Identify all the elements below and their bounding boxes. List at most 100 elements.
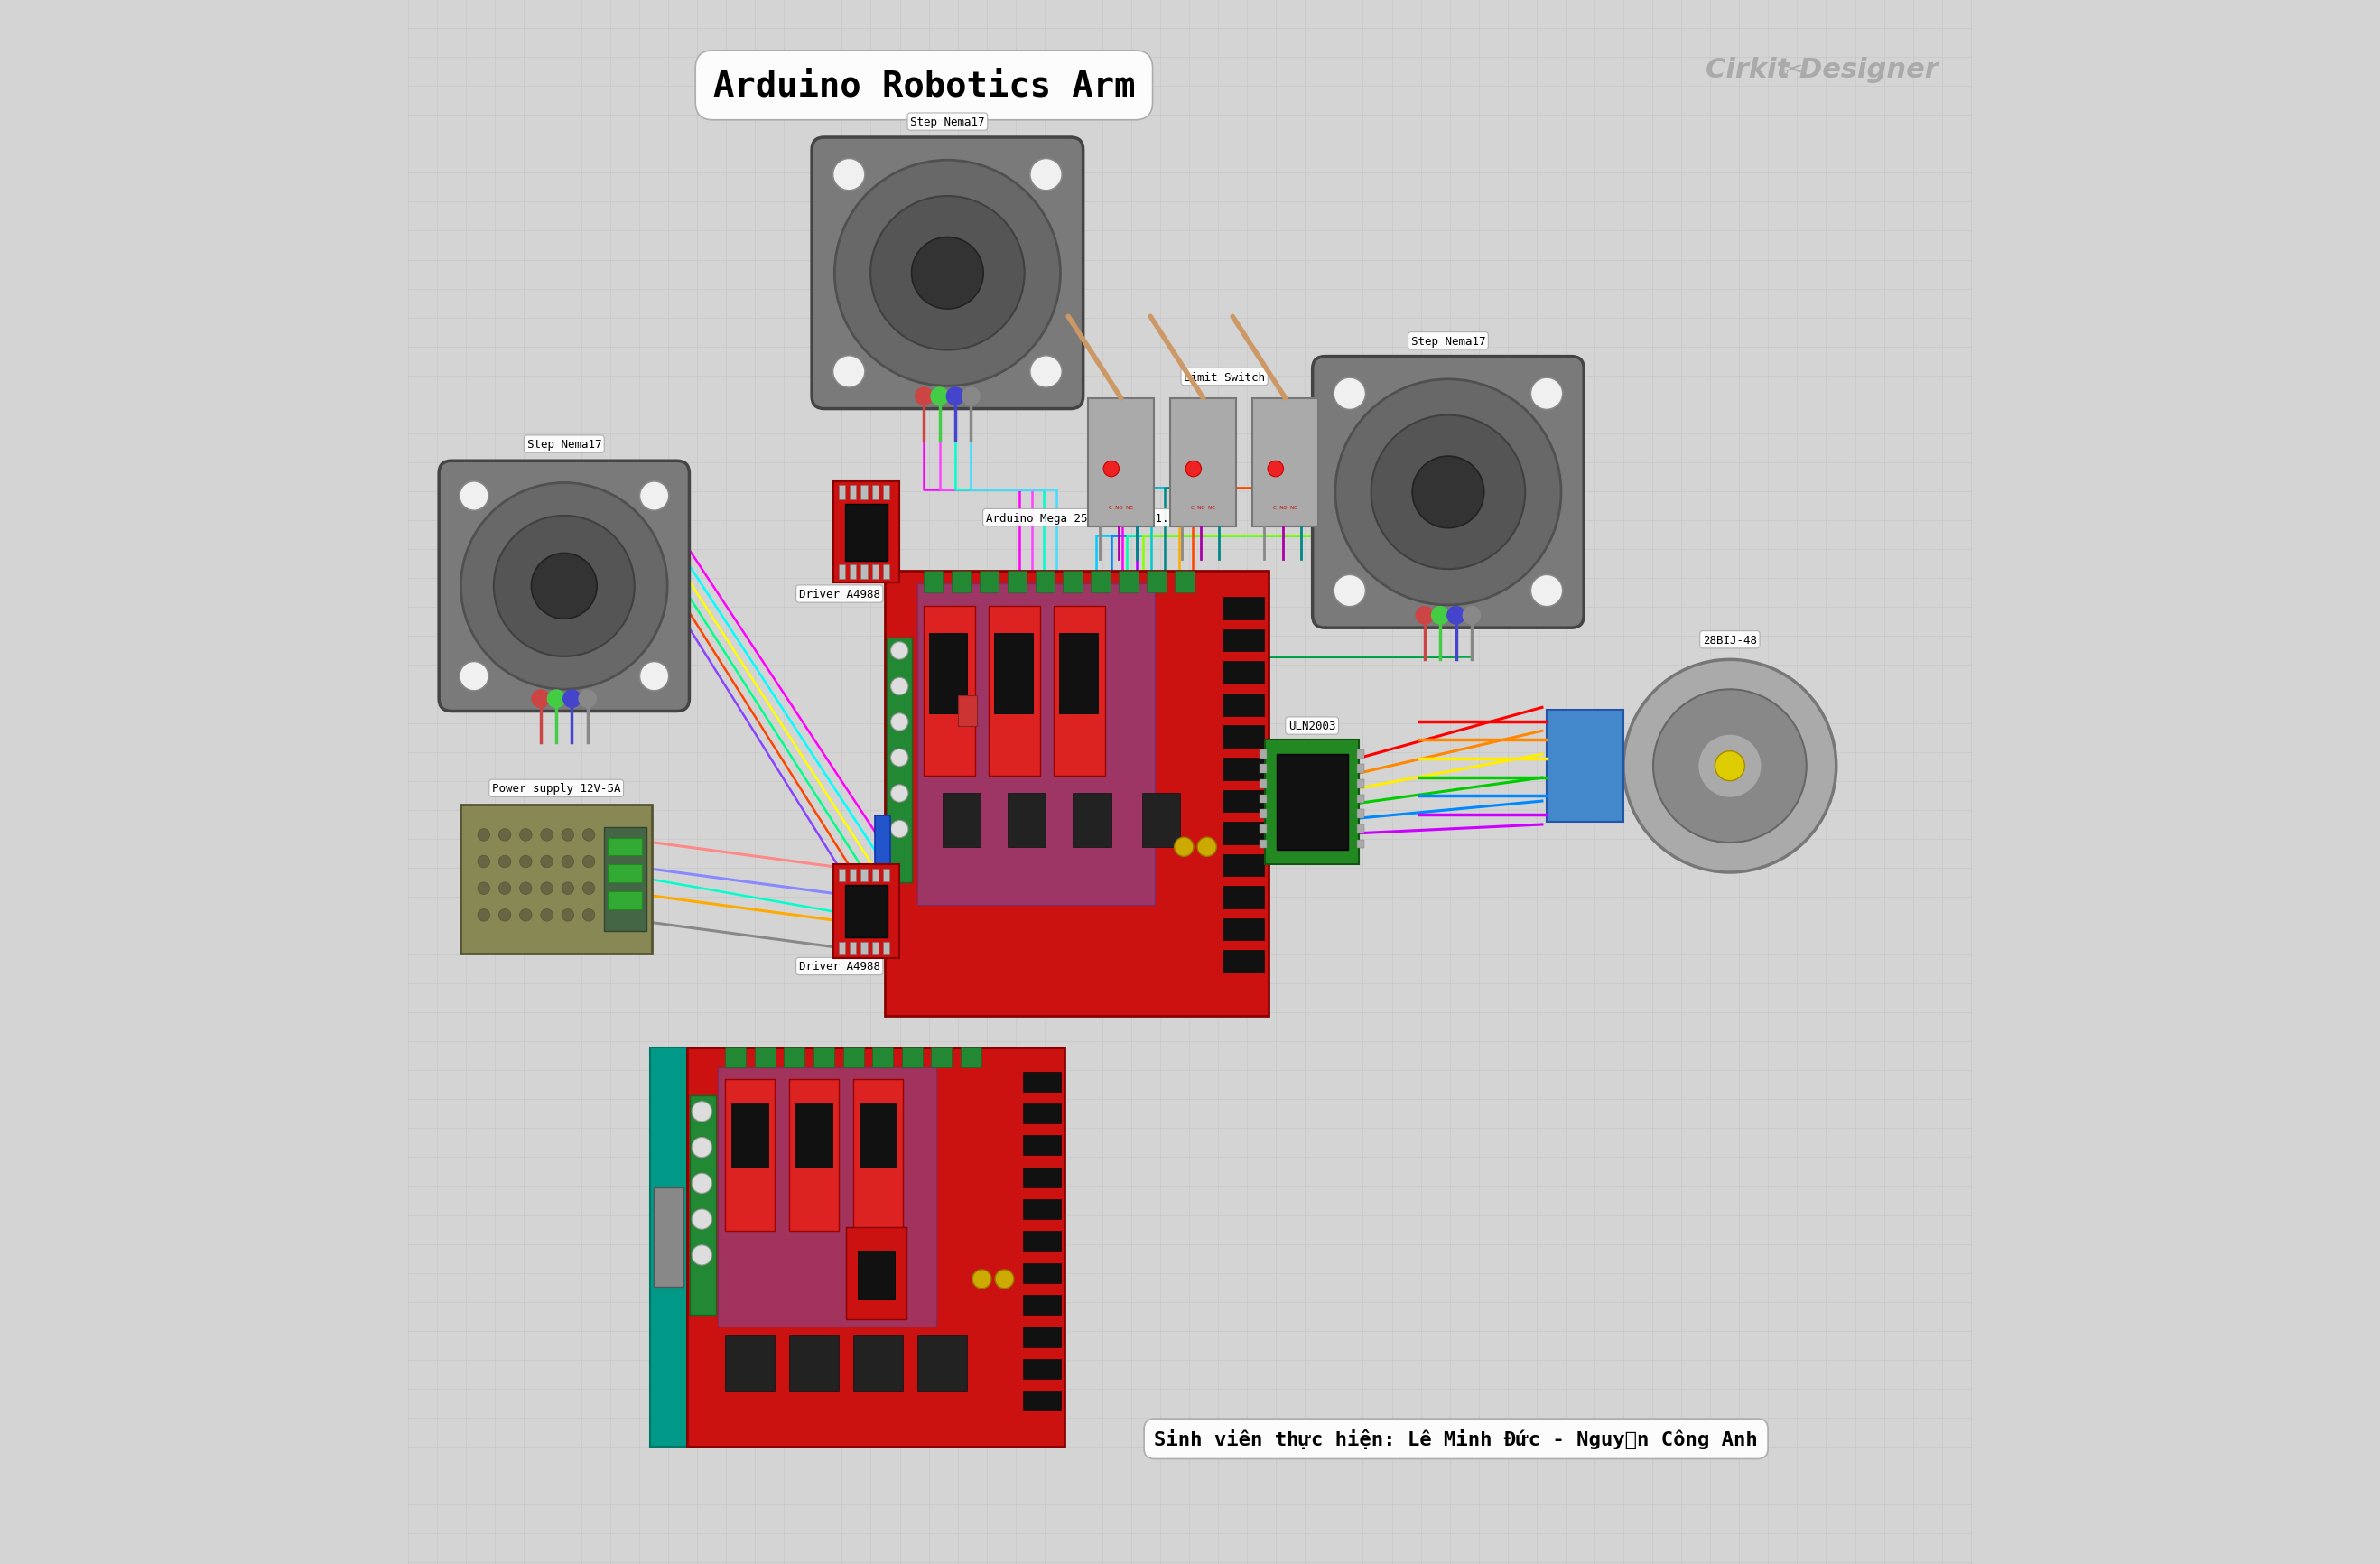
Bar: [1023, 1071, 1061, 1092]
Circle shape: [890, 679, 909, 696]
Bar: [916, 585, 1154, 906]
Bar: [1252, 399, 1319, 527]
Bar: [731, 1104, 769, 1167]
Circle shape: [931, 388, 950, 407]
Circle shape: [500, 856, 512, 868]
Circle shape: [1031, 357, 1061, 388]
Bar: [1223, 662, 1264, 683]
Bar: [1147, 571, 1166, 593]
Bar: [919, 1336, 966, 1390]
Bar: [1357, 795, 1364, 804]
Circle shape: [583, 909, 595, 921]
Circle shape: [912, 238, 983, 310]
Circle shape: [693, 1137, 712, 1157]
Bar: [1054, 607, 1104, 776]
Bar: [931, 1048, 952, 1068]
Circle shape: [833, 160, 864, 191]
Circle shape: [459, 482, 488, 511]
Bar: [1119, 571, 1138, 593]
Circle shape: [519, 909, 531, 921]
Bar: [1023, 1167, 1061, 1187]
Bar: [1223, 597, 1264, 619]
FancyBboxPatch shape: [1311, 357, 1583, 629]
Circle shape: [1716, 751, 1745, 782]
Circle shape: [1411, 457, 1485, 529]
Bar: [607, 865, 643, 882]
Circle shape: [914, 388, 933, 407]
Bar: [862, 868, 866, 882]
Bar: [754, 1048, 776, 1068]
Circle shape: [478, 909, 490, 921]
Circle shape: [562, 882, 574, 895]
Circle shape: [583, 829, 595, 841]
Bar: [1023, 1264, 1061, 1282]
Circle shape: [1654, 690, 1806, 843]
Text: Power supply 12V-5A: Power supply 12V-5A: [493, 782, 621, 795]
Bar: [995, 633, 1033, 713]
Circle shape: [531, 554, 597, 619]
Bar: [1064, 571, 1083, 593]
Circle shape: [1623, 660, 1837, 873]
Bar: [1223, 726, 1264, 748]
Bar: [1259, 749, 1266, 759]
Bar: [1035, 571, 1054, 593]
Bar: [957, 696, 976, 727]
Bar: [1223, 854, 1264, 877]
Bar: [1223, 790, 1264, 812]
Bar: [1223, 759, 1264, 780]
Circle shape: [693, 1173, 712, 1193]
Circle shape: [578, 690, 597, 708]
Bar: [850, 942, 857, 956]
Circle shape: [1333, 378, 1366, 410]
Circle shape: [540, 909, 552, 921]
Text: C  NO  NC: C NO NC: [1109, 505, 1133, 510]
Bar: [607, 891, 643, 910]
Bar: [607, 838, 643, 856]
Bar: [814, 1048, 835, 1068]
Circle shape: [1371, 416, 1526, 569]
Bar: [1023, 1390, 1061, 1411]
Bar: [1223, 630, 1264, 652]
Text: Step Nema17: Step Nema17: [909, 116, 985, 128]
Bar: [1357, 780, 1364, 788]
Bar: [1223, 823, 1264, 845]
Bar: [883, 868, 890, 882]
Bar: [873, 1048, 892, 1068]
Bar: [857, 1251, 895, 1300]
Bar: [655, 1187, 683, 1287]
Bar: [871, 942, 878, 956]
Bar: [942, 793, 981, 848]
Bar: [876, 816, 890, 874]
Circle shape: [995, 1270, 1014, 1289]
Bar: [1276, 755, 1347, 849]
Circle shape: [693, 1209, 712, 1229]
Circle shape: [1530, 378, 1564, 410]
Bar: [1023, 1104, 1061, 1123]
FancyBboxPatch shape: [438, 461, 690, 712]
Bar: [845, 1228, 907, 1318]
Circle shape: [562, 829, 574, 841]
Bar: [883, 486, 890, 500]
Circle shape: [1104, 461, 1119, 477]
Bar: [862, 565, 866, 579]
Circle shape: [1461, 607, 1480, 626]
Bar: [1223, 887, 1264, 909]
Bar: [1090, 571, 1111, 593]
Bar: [850, 868, 857, 882]
Bar: [1023, 1231, 1061, 1251]
Bar: [838, 942, 845, 956]
Bar: [726, 1048, 745, 1068]
Circle shape: [890, 713, 909, 730]
Bar: [850, 565, 857, 579]
Circle shape: [1173, 838, 1192, 857]
Circle shape: [1333, 576, 1366, 607]
Circle shape: [835, 161, 1061, 386]
Bar: [862, 942, 866, 956]
Bar: [1007, 793, 1045, 848]
Bar: [871, 565, 878, 579]
Circle shape: [519, 856, 531, 868]
Bar: [790, 1336, 838, 1390]
Bar: [1171, 399, 1235, 527]
Bar: [605, 827, 645, 932]
Circle shape: [540, 829, 552, 841]
